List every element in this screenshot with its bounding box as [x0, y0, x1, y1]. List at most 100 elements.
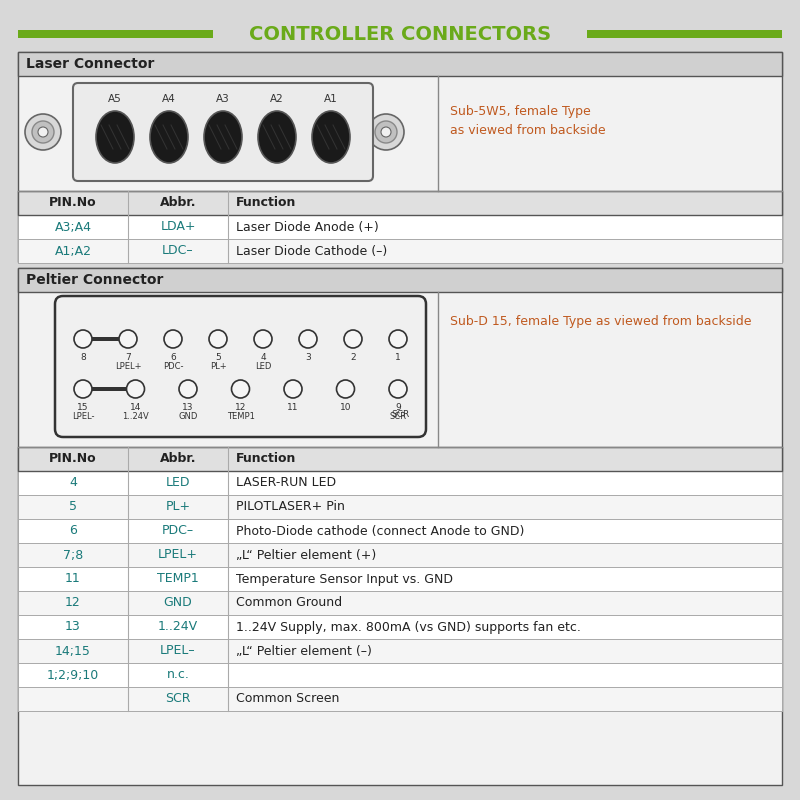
Circle shape: [375, 121, 397, 143]
Text: 9: 9: [395, 403, 401, 412]
Bar: [18, 52, 782, 76]
Bar: [18, 471, 782, 495]
Text: as viewed from backside: as viewed from backside: [450, 125, 606, 138]
Text: PDC–: PDC–: [162, 525, 194, 538]
Text: A4: A4: [162, 94, 176, 104]
Text: LDA+: LDA+: [160, 221, 196, 234]
Text: 15: 15: [78, 403, 89, 412]
Text: PL+: PL+: [166, 501, 190, 514]
Circle shape: [74, 330, 92, 348]
Text: LDC–: LDC–: [162, 245, 194, 258]
Ellipse shape: [150, 111, 188, 163]
Text: 4: 4: [260, 353, 266, 362]
Text: CONTROLLER CONNECTORS: CONTROLLER CONNECTORS: [249, 25, 551, 43]
Circle shape: [164, 330, 182, 348]
Bar: [18, 663, 782, 687]
Text: 12: 12: [235, 403, 246, 412]
Bar: [18, 268, 782, 785]
Text: Abbr.: Abbr.: [160, 197, 196, 210]
Text: A3: A3: [216, 94, 230, 104]
Text: 1: 1: [395, 353, 401, 362]
Circle shape: [389, 380, 407, 398]
Text: „L“ Peltier element (+): „L“ Peltier element (+): [236, 549, 376, 562]
Text: PIN.No: PIN.No: [49, 197, 97, 210]
Bar: [18, 268, 782, 292]
Bar: [18, 639, 782, 663]
Text: A1: A1: [324, 94, 338, 104]
Text: 6: 6: [170, 353, 176, 362]
Text: 11: 11: [65, 573, 81, 586]
Text: TEMP1: TEMP1: [226, 412, 254, 421]
Text: 3: 3: [305, 353, 311, 362]
Text: Laser Diode Cathode (–): Laser Diode Cathode (–): [236, 245, 387, 258]
Circle shape: [231, 380, 250, 398]
Text: Abbr.: Abbr.: [160, 453, 196, 466]
Bar: [18, 215, 782, 239]
Text: Photo-Diode cathode (connect Anode to GND): Photo-Diode cathode (connect Anode to GN…: [236, 525, 524, 538]
Bar: [18, 447, 782, 471]
Bar: [18, 495, 782, 519]
Ellipse shape: [204, 111, 242, 163]
FancyBboxPatch shape: [73, 83, 373, 181]
Ellipse shape: [312, 111, 350, 163]
Circle shape: [389, 330, 407, 348]
Text: A5: A5: [108, 94, 122, 104]
Text: Laser Connector: Laser Connector: [26, 57, 154, 71]
Text: LPEL-: LPEL-: [72, 412, 94, 421]
Text: Common Screen: Common Screen: [236, 693, 339, 706]
Text: LPEL–: LPEL–: [160, 645, 196, 658]
Text: LPEL+: LPEL+: [114, 362, 142, 371]
Text: Common Ground: Common Ground: [236, 597, 342, 610]
Text: Sub-D 15, female Type as viewed from backside: Sub-D 15, female Type as viewed from bac…: [450, 315, 751, 329]
FancyBboxPatch shape: [55, 296, 426, 437]
Text: 5: 5: [69, 501, 77, 514]
Bar: [83, 337, 128, 341]
Text: LASER-RUN LED: LASER-RUN LED: [236, 477, 336, 490]
Circle shape: [179, 380, 197, 398]
Bar: [18, 30, 213, 38]
Bar: [18, 191, 782, 215]
Text: 12: 12: [65, 597, 81, 610]
Text: PL+: PL+: [210, 362, 226, 371]
Text: 7: 7: [125, 353, 131, 362]
Text: Function: Function: [236, 197, 296, 210]
Text: 2: 2: [350, 353, 356, 362]
Circle shape: [119, 330, 137, 348]
Circle shape: [32, 121, 54, 143]
Text: SCR: SCR: [390, 412, 406, 421]
Text: GND: GND: [164, 597, 192, 610]
Text: 1..24V: 1..24V: [158, 621, 198, 634]
Text: 7;8: 7;8: [63, 549, 83, 562]
Text: LED: LED: [255, 362, 271, 371]
Circle shape: [126, 380, 145, 398]
Circle shape: [368, 114, 404, 150]
Text: „L“ Peltier element (–): „L“ Peltier element (–): [236, 645, 372, 658]
Text: n.c.: n.c.: [166, 669, 190, 682]
Text: PILOTLASER+ Pin: PILOTLASER+ Pin: [236, 501, 345, 514]
Text: A1;A2: A1;A2: [54, 245, 91, 258]
Text: 10: 10: [340, 403, 351, 412]
Text: TEMP1: TEMP1: [157, 573, 199, 586]
Bar: [18, 591, 782, 615]
Bar: [18, 52, 782, 262]
Text: 8: 8: [80, 353, 86, 362]
Text: PIN.No: PIN.No: [49, 453, 97, 466]
Text: 14: 14: [130, 403, 141, 412]
Bar: [18, 567, 782, 591]
Text: Sub-5W5, female Type: Sub-5W5, female Type: [450, 105, 590, 118]
Bar: [18, 239, 782, 263]
Text: SCR: SCR: [392, 410, 410, 419]
Text: 5: 5: [215, 353, 221, 362]
Circle shape: [381, 127, 391, 137]
Text: 6: 6: [69, 525, 77, 538]
Bar: [18, 687, 782, 711]
Ellipse shape: [258, 111, 296, 163]
Circle shape: [254, 330, 272, 348]
Text: LED: LED: [166, 477, 190, 490]
Text: A2: A2: [270, 94, 284, 104]
Bar: [18, 543, 782, 567]
Circle shape: [299, 330, 317, 348]
Text: 13: 13: [182, 403, 194, 412]
Circle shape: [284, 380, 302, 398]
Text: 13: 13: [65, 621, 81, 634]
